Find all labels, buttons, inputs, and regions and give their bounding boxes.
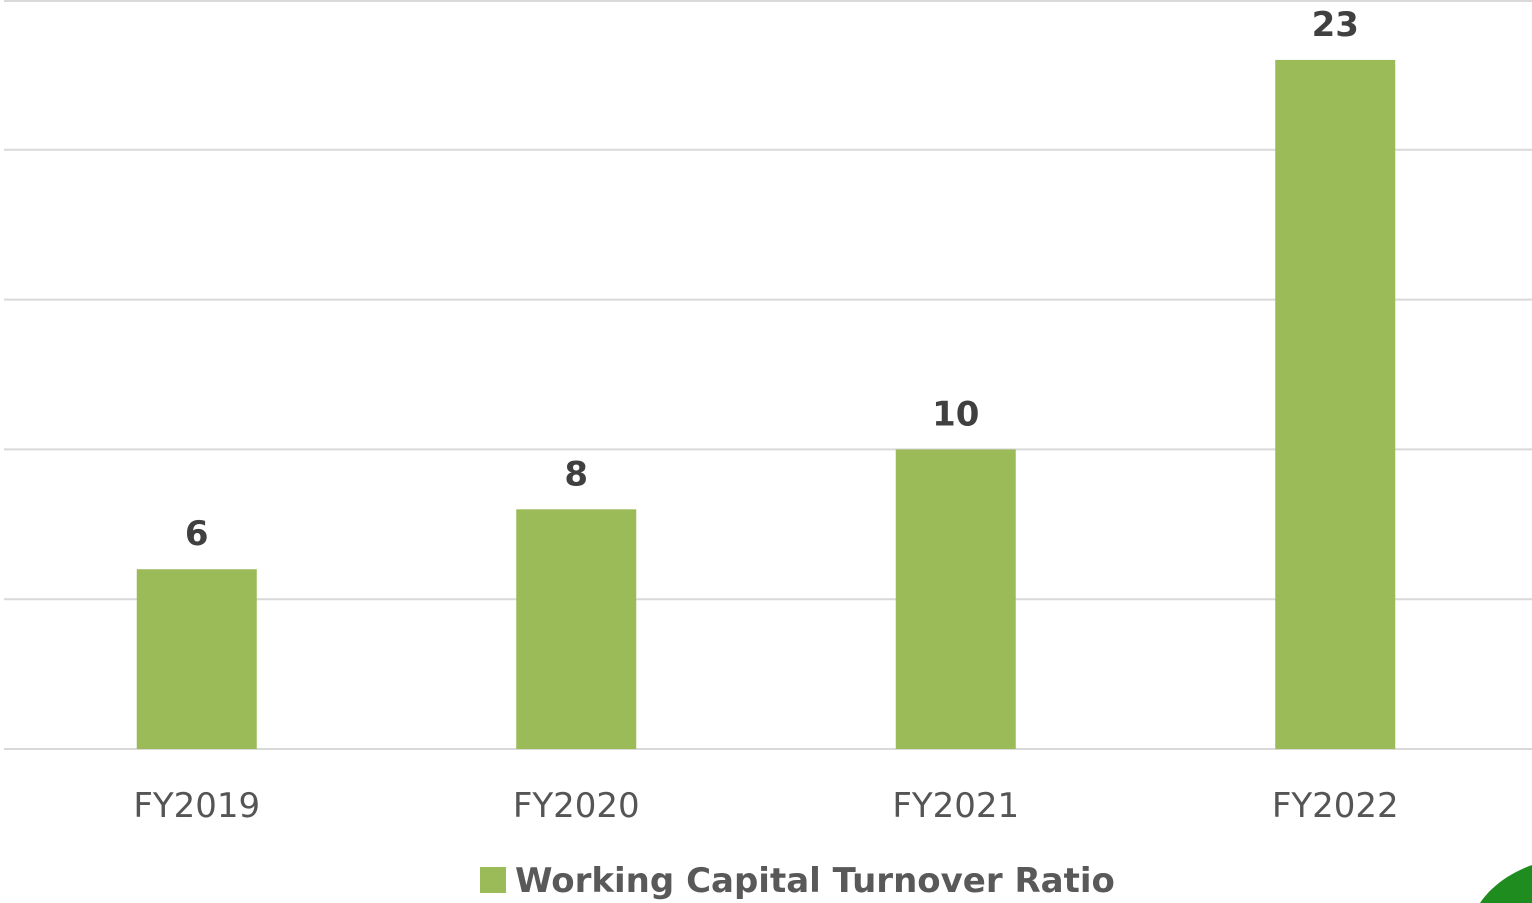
legend-swatch <box>480 867 506 893</box>
bar <box>1275 59 1396 750</box>
x-tick-label: FY2020 <box>513 786 640 826</box>
bar <box>516 509 637 749</box>
data-label: 6 <box>185 514 209 554</box>
x-tick-label: FY2022 <box>1272 786 1399 826</box>
legend-label: Working Capital Turnover Ratio <box>515 861 1115 901</box>
bars <box>136 59 1396 750</box>
data-label: 23 <box>1312 5 1359 45</box>
bar <box>136 569 257 749</box>
bar <box>895 449 1016 749</box>
data-label: 10 <box>932 394 979 434</box>
x-axis-ticks: FY2019 FY2020 FY2021 FY2022 <box>133 786 1398 826</box>
data-label: 8 <box>564 454 588 494</box>
x-tick-label: FY2021 <box>892 786 1019 826</box>
x-tick-label: FY2019 <box>133 786 260 826</box>
legend: Working Capital Turnover Ratio <box>480 861 1115 901</box>
data-labels: 6 8 10 23 <box>185 5 1359 554</box>
corner-decoration <box>1480 865 1532 903</box>
